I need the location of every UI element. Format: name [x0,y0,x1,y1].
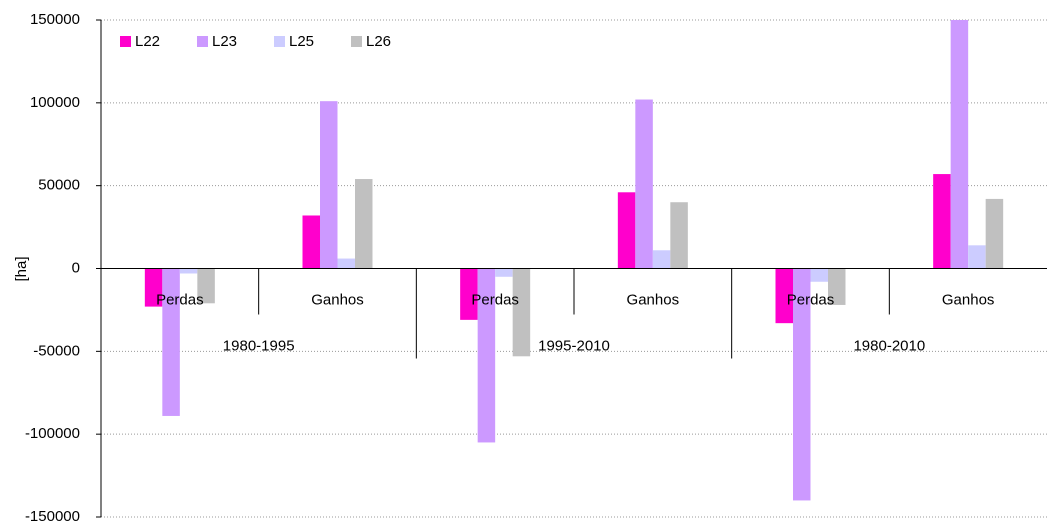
legend-swatch [120,36,131,47]
bar [968,245,986,269]
bar [775,268,793,324]
bar [460,268,478,320]
group-label: 1980-1995 [223,337,295,354]
legend-swatch [197,36,208,47]
x-tick-label: Ganhos [311,291,364,308]
bar [302,215,320,269]
legend-label: L25 [289,33,314,50]
group-label: 1995-2010 [538,337,610,354]
y-tick-label: -50000 [33,342,80,359]
y-tick-label: 50000 [38,177,80,194]
bar [337,258,356,269]
bar [617,192,636,269]
group-label: 1980-2010 [853,337,925,354]
bar [512,268,531,357]
y-axis-label: [ha] [13,256,30,281]
bar [144,268,163,307]
bar [985,198,1004,269]
bar [635,99,653,269]
bar [197,268,215,304]
legend-label: L26 [366,33,391,50]
x-tick-label: Ganhos [942,291,995,308]
legend-label: L23 [212,33,237,50]
y-tick-label: -150000 [25,508,80,525]
bar [933,174,951,269]
bar [950,20,969,269]
bar [355,179,373,269]
bar [792,268,811,501]
bar [477,268,496,443]
x-tick-label: Perdas [156,291,204,308]
bar [162,268,180,416]
bar [495,268,513,277]
y-tick-label: 100000 [30,94,80,111]
bar [810,268,829,282]
legend-swatch [274,36,285,47]
x-tick-label: Ganhos [627,291,680,308]
y-tick-label: -100000 [25,425,80,442]
y-tick-label: 0 [72,259,80,276]
legend-label: L22 [135,33,160,50]
legend-swatch [351,36,362,47]
bar [828,268,846,305]
y-tick-label: 150000 [30,11,80,28]
bar [319,101,338,269]
bar [179,268,198,274]
bar [670,202,688,269]
bar [652,250,671,269]
x-tick-label: Perdas [471,291,519,308]
x-tick-label: Perdas [787,291,835,308]
